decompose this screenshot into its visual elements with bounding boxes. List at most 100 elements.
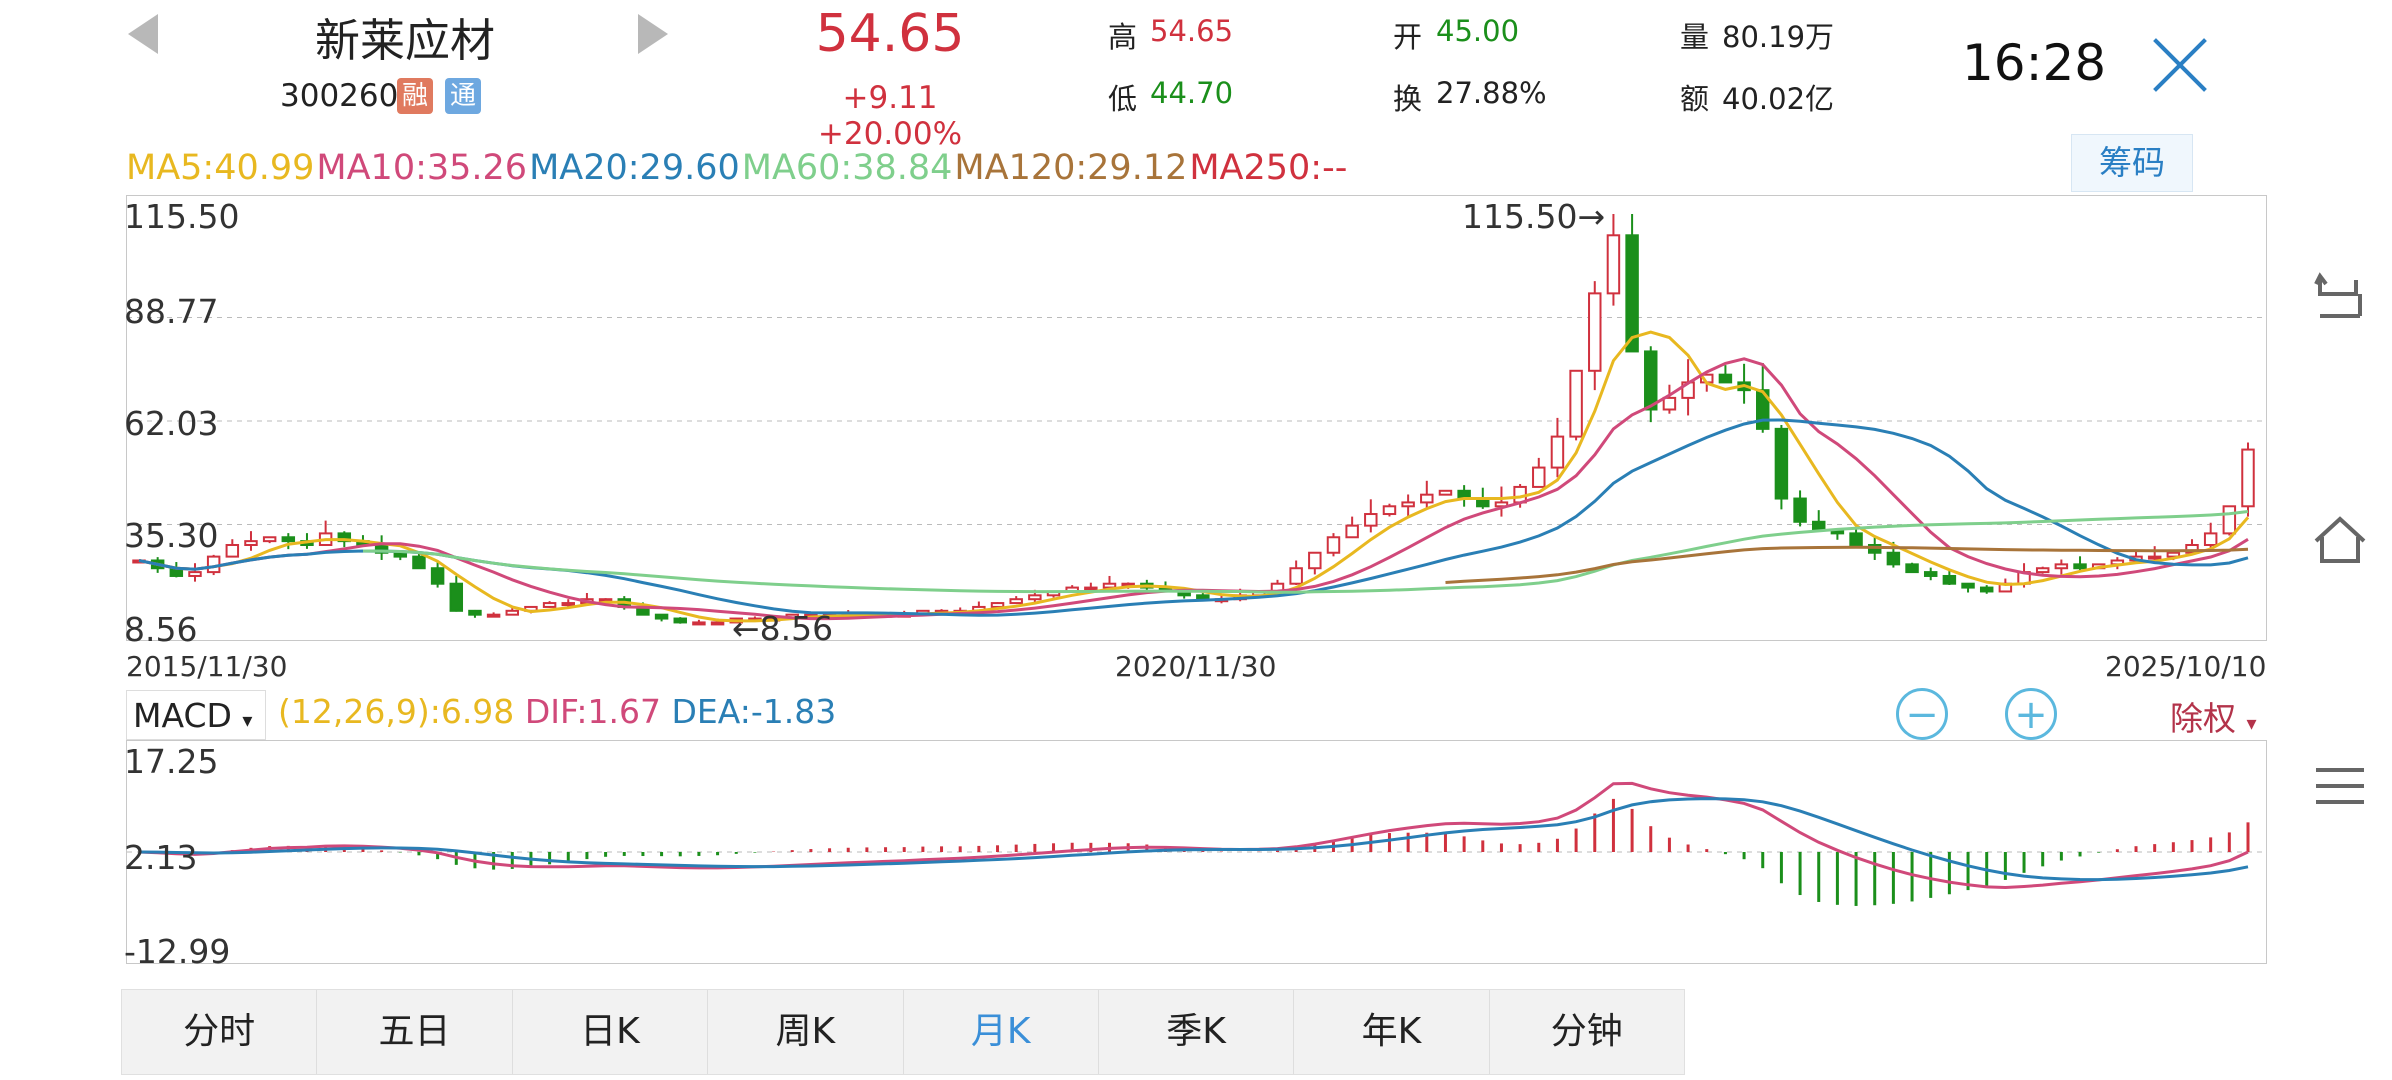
macd-chart[interactable] (126, 740, 2267, 964)
candle-body (2222, 505, 2237, 535)
candle-body (2054, 563, 2069, 570)
dea-value: DEA:-1.83 (671, 692, 837, 731)
candle-body (1420, 493, 1434, 504)
candle-body (1588, 292, 1602, 372)
candle-body (1569, 369, 1583, 438)
y-label-3: 62.03 (124, 404, 219, 443)
candle-body (430, 567, 445, 585)
tab-quarterly-k[interactable]: 季K (1099, 990, 1295, 1074)
candle-body (1382, 505, 1397, 516)
tab-intraday[interactable]: 分时 (122, 990, 318, 1074)
y-label-min: 8.56 (124, 610, 198, 649)
ma20-label: MA20:29.60 (529, 148, 740, 188)
candle-body (1326, 536, 1341, 554)
menu-icon[interactable] (2312, 762, 2368, 812)
indicator-select[interactable]: MACD ▾ (126, 690, 266, 740)
candle-body (1625, 234, 1639, 353)
candle-body (225, 543, 240, 558)
ma120-line (1445, 545, 2249, 584)
candle-body (1532, 466, 1546, 488)
candle-body (1811, 520, 1826, 531)
close-icon[interactable] (2150, 35, 2210, 95)
back-icon[interactable] (2312, 272, 2368, 322)
macd-y-min: -12.99 (124, 932, 231, 971)
min-price-marker: ←8.56 (732, 609, 834, 648)
connect-badge: 通 (445, 78, 481, 114)
chevron-down-icon: ▾ (2246, 711, 2257, 735)
tab-yearly-k[interactable]: 年K (1294, 990, 1490, 1074)
candle-body (1644, 350, 1658, 411)
current-price: 54.65 (815, 4, 965, 64)
next-stock-arrow-icon[interactable] (638, 14, 668, 54)
ma-legend: MA5:40.99MA10:35.26MA20:29.60MA60:38.84M… (126, 148, 1349, 188)
candle-body (337, 532, 352, 543)
candle-body (188, 571, 202, 577)
candle-body (1979, 586, 1994, 593)
candle-body (244, 540, 258, 546)
high-label: 高 (1108, 20, 1138, 54)
low-label: 低 (1108, 82, 1138, 116)
candle-body (468, 609, 482, 616)
y-label-max: 115.50 (124, 197, 240, 236)
candle-body (393, 551, 408, 558)
candle-body (486, 613, 501, 618)
zoom-in-button[interactable]: + (2005, 688, 2057, 740)
ma10-label: MA10:35.26 (316, 148, 528, 188)
candle-body (2241, 448, 2255, 508)
candle-body (1774, 427, 1789, 500)
candle-body (1308, 551, 1322, 570)
candle-body (1849, 532, 1863, 546)
candle-body (654, 613, 669, 620)
candle-body (1028, 594, 1042, 601)
candle-body (1961, 582, 1975, 589)
candle-body (2166, 551, 2181, 558)
home-icon[interactable] (2312, 515, 2368, 565)
date-end: 2025/10/10 (2105, 650, 2267, 683)
price-change: +9.11 +20.00% (817, 80, 963, 152)
period-tabs: 分时 五日 日K 周K 月K 季K 年K 分钟 (121, 989, 1685, 1075)
candle-body (1606, 234, 1621, 295)
margin-badge: 融 (397, 78, 433, 114)
candle-body (1923, 571, 1938, 577)
candle-body (1905, 563, 1919, 574)
macd-value: (12,26,9):6.98 (278, 692, 515, 731)
candle-body (1364, 513, 1378, 527)
kline-svg (127, 214, 2266, 626)
volume-value: 80.19万 (1722, 20, 1835, 54)
candle-body (1550, 435, 1565, 469)
amount-value: 40.02亿 (1722, 82, 1835, 116)
candle-body (1345, 524, 1359, 539)
zoom-out-button[interactable]: − (1896, 688, 1948, 740)
dif-value: DIF:1.67 (524, 692, 661, 731)
tab-five-day[interactable]: 五日 (317, 990, 513, 1074)
ma60-line (362, 510, 2249, 594)
candle-body (1718, 373, 1733, 384)
candle-body (1662, 396, 1677, 411)
volume-label: 量 (1680, 20, 1710, 54)
kline-chart[interactable] (126, 195, 2267, 641)
candle-body (1793, 497, 1807, 523)
chevron-down-icon: ▾ (242, 708, 253, 732)
tab-weekly-k[interactable]: 周K (708, 990, 904, 1074)
candle-body (2073, 563, 2087, 570)
clock-time: 16:28 (1962, 34, 2107, 92)
max-price-marker: 115.50→ (1462, 197, 1606, 236)
turnover-value: 27.88% (1436, 76, 1547, 110)
chip-distribution-button[interactable]: 筹码 (2071, 134, 2193, 192)
prev-stock-arrow-icon[interactable] (128, 14, 158, 54)
open-label: 开 (1393, 20, 1423, 54)
macd-y-mid: 2.13 (124, 838, 198, 877)
tab-monthly-k[interactable]: 月K (904, 990, 1099, 1074)
candle-body (412, 555, 426, 570)
tab-minute[interactable]: 分钟 (1550, 1011, 1623, 1052)
candle-body (1289, 567, 1303, 585)
ma250-label: MA250:-- (1189, 148, 1348, 188)
candle-body (2035, 567, 2050, 574)
y-label-2: 88.77 (124, 292, 219, 331)
tab-daily-k[interactable]: 日K (513, 990, 709, 1074)
low-value: 44.70 (1150, 76, 1234, 110)
high-value: 54.65 (1150, 14, 1234, 48)
candle-body (1438, 489, 1453, 496)
candle-body (206, 555, 221, 574)
adjust-rights-select[interactable]: 除权 ▾ (2170, 692, 2257, 740)
